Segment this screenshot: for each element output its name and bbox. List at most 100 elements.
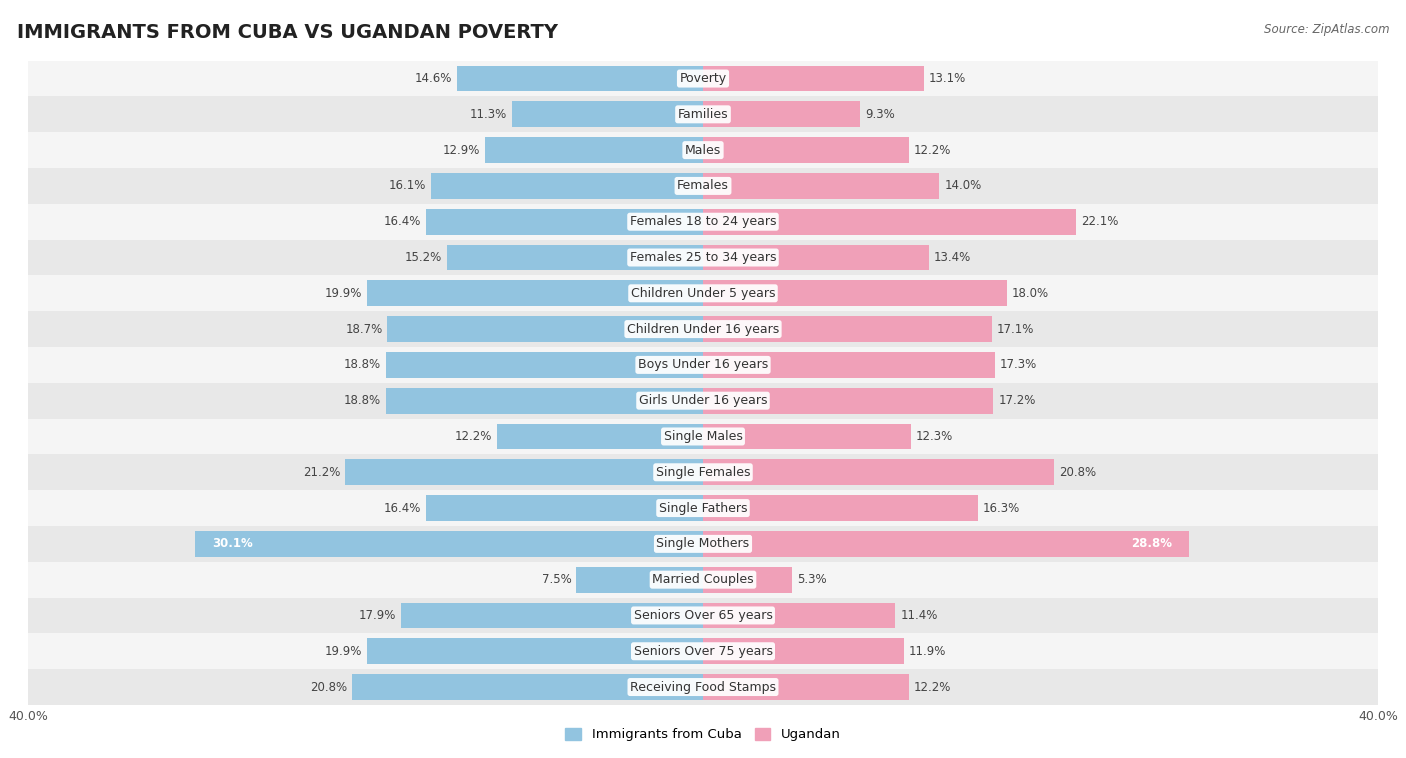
Text: 14.0%: 14.0% [945, 180, 981, 193]
Bar [576, 567, 703, 593]
Bar [346, 459, 703, 485]
Bar [703, 280, 1007, 306]
Text: 16.4%: 16.4% [384, 502, 422, 515]
Text: 16.1%: 16.1% [389, 180, 426, 193]
Bar [28, 634, 1378, 669]
Text: Girls Under 16 years: Girls Under 16 years [638, 394, 768, 407]
Text: 15.2%: 15.2% [405, 251, 441, 264]
Bar [485, 137, 703, 163]
Bar [28, 275, 1378, 312]
Text: 28.8%: 28.8% [1130, 537, 1173, 550]
Bar [28, 240, 1378, 275]
Text: Single Females: Single Females [655, 465, 751, 479]
Text: 13.1%: 13.1% [929, 72, 966, 85]
Text: Families: Families [678, 108, 728, 121]
Text: 21.2%: 21.2% [302, 465, 340, 479]
Bar [703, 316, 991, 342]
Bar [28, 562, 1378, 597]
Bar [28, 418, 1378, 454]
Bar [28, 61, 1378, 96]
Text: 17.1%: 17.1% [997, 323, 1033, 336]
Text: Poverty: Poverty [679, 72, 727, 85]
Bar [432, 173, 703, 199]
Text: 5.3%: 5.3% [797, 573, 827, 586]
Text: Single Mothers: Single Mothers [657, 537, 749, 550]
Text: Boys Under 16 years: Boys Under 16 years [638, 359, 768, 371]
Text: 17.3%: 17.3% [1000, 359, 1038, 371]
Bar [703, 495, 979, 521]
Bar [28, 96, 1378, 132]
Text: 11.3%: 11.3% [470, 108, 508, 121]
Bar [703, 66, 924, 92]
Bar [426, 495, 703, 521]
Text: 18.0%: 18.0% [1012, 287, 1049, 300]
Text: 11.4%: 11.4% [900, 609, 938, 622]
Text: 19.9%: 19.9% [325, 645, 363, 658]
Text: Married Couples: Married Couples [652, 573, 754, 586]
Bar [28, 526, 1378, 562]
Bar [28, 383, 1378, 418]
Bar [388, 316, 703, 342]
Bar [457, 66, 703, 92]
Text: Receiving Food Stamps: Receiving Food Stamps [630, 681, 776, 694]
Text: Single Males: Single Males [664, 430, 742, 443]
Bar [703, 245, 929, 271]
Text: Seniors Over 65 years: Seniors Over 65 years [634, 609, 772, 622]
Bar [195, 531, 703, 556]
Bar [28, 204, 1378, 240]
Bar [367, 638, 703, 664]
Text: Females: Females [678, 180, 728, 193]
Bar [28, 168, 1378, 204]
Text: 16.3%: 16.3% [983, 502, 1021, 515]
Bar [28, 454, 1378, 490]
Text: 12.2%: 12.2% [454, 430, 492, 443]
Bar [703, 459, 1054, 485]
Bar [703, 424, 911, 449]
Text: 22.1%: 22.1% [1081, 215, 1118, 228]
Bar [28, 347, 1378, 383]
Bar [352, 674, 703, 700]
Bar [703, 638, 904, 664]
Text: Females 18 to 24 years: Females 18 to 24 years [630, 215, 776, 228]
Text: 17.9%: 17.9% [359, 609, 396, 622]
Legend: Immigrants from Cuba, Ugandan: Immigrants from Cuba, Ugandan [560, 722, 846, 747]
Bar [498, 424, 703, 449]
Text: 13.4%: 13.4% [934, 251, 972, 264]
Bar [512, 102, 703, 127]
Text: 18.7%: 18.7% [346, 323, 382, 336]
Bar [703, 173, 939, 199]
Text: 20.8%: 20.8% [309, 681, 347, 694]
Text: Children Under 16 years: Children Under 16 years [627, 323, 779, 336]
Bar [703, 603, 896, 628]
Bar [426, 208, 703, 235]
Bar [385, 388, 703, 414]
Bar [703, 208, 1076, 235]
Text: 11.9%: 11.9% [908, 645, 946, 658]
Text: 17.2%: 17.2% [998, 394, 1036, 407]
Text: 18.8%: 18.8% [343, 394, 381, 407]
Bar [385, 352, 703, 377]
Text: 7.5%: 7.5% [541, 573, 571, 586]
Text: Females 25 to 34 years: Females 25 to 34 years [630, 251, 776, 264]
Text: 14.6%: 14.6% [415, 72, 451, 85]
Bar [703, 137, 908, 163]
Text: Source: ZipAtlas.com: Source: ZipAtlas.com [1264, 23, 1389, 36]
Text: 12.3%: 12.3% [915, 430, 953, 443]
Bar [401, 603, 703, 628]
Bar [703, 531, 1189, 556]
Bar [367, 280, 703, 306]
Bar [703, 567, 793, 593]
Bar [703, 388, 993, 414]
Text: 12.2%: 12.2% [914, 143, 952, 157]
Bar [28, 490, 1378, 526]
Bar [28, 597, 1378, 634]
Bar [447, 245, 703, 271]
Text: 30.1%: 30.1% [212, 537, 253, 550]
Text: Single Fathers: Single Fathers [659, 502, 747, 515]
Text: 20.8%: 20.8% [1059, 465, 1097, 479]
Text: 12.2%: 12.2% [914, 681, 952, 694]
Text: 19.9%: 19.9% [325, 287, 363, 300]
Text: Males: Males [685, 143, 721, 157]
Bar [703, 352, 995, 377]
Bar [28, 132, 1378, 168]
